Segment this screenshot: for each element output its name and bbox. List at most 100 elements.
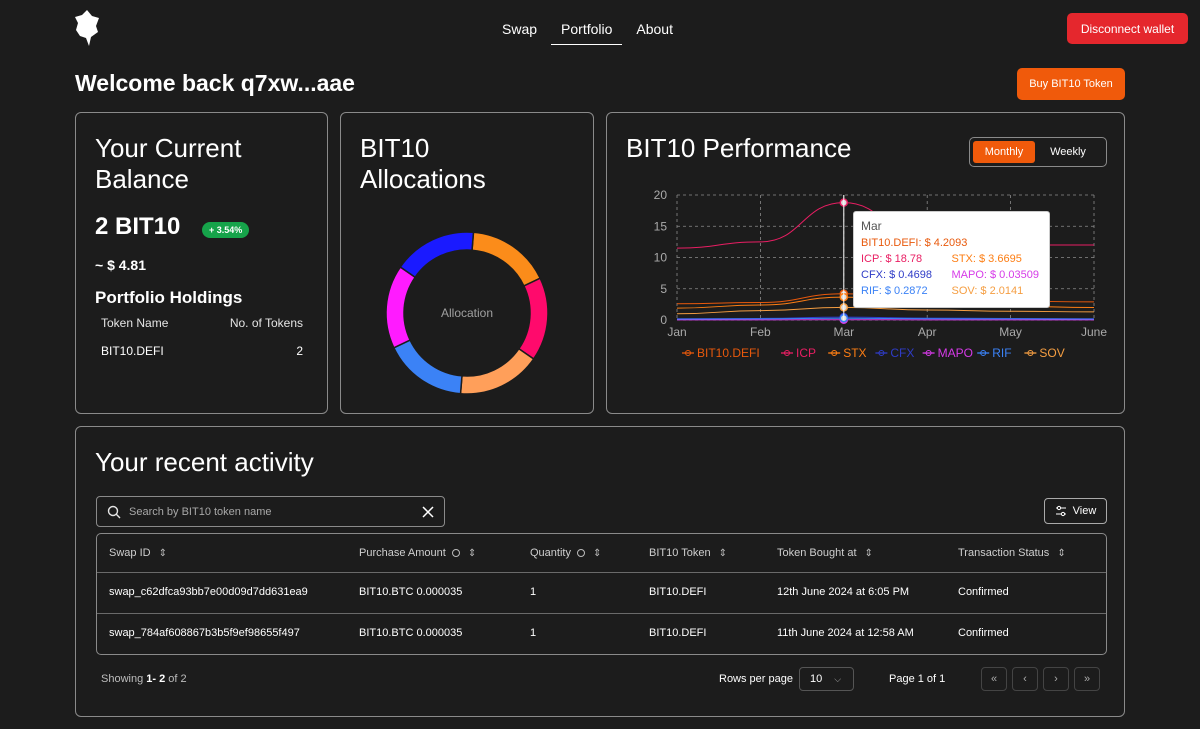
activity-card: Your recent activity View Swap ID⇕ Purch… — [75, 426, 1125, 717]
double-chevron-right-icon: » — [1083, 673, 1091, 685]
cell-bit10-token: BIT10.DEFI — [649, 627, 707, 639]
first-page-button[interactable]: « — [981, 667, 1007, 691]
y-tick-label: 15 — [654, 219, 668, 233]
table-row[interactable]: swap_784af608867b3b5f9ef98655f497 BIT10.… — [97, 613, 1106, 653]
chart-tooltip: Mar BIT10.DEFI: $ 4.2093 ICP: $ 18.78 STX:… — [853, 211, 1050, 308]
toggle-monthly[interactable]: Monthly — [973, 141, 1035, 163]
legend-item[interactable]: RIF — [977, 346, 1012, 360]
tooltip-value: MAPO: $ 0.03509 — [951, 269, 1039, 281]
y-tick-label: 0 — [660, 313, 667, 327]
x-tick-label: Jan — [667, 325, 686, 339]
donut-segment[interactable] — [517, 277, 549, 361]
series-line[interactable] — [676, 317, 1095, 320]
series-line[interactable] — [676, 306, 1095, 315]
cell-quantity: 1 — [530, 627, 537, 639]
donut-segment[interactable] — [385, 265, 417, 349]
legend-item[interactable]: BIT10.DEFI — [682, 346, 760, 360]
col-purchase-amount[interactable]: Purchase Amount ⇕ — [359, 547, 477, 559]
cell-status: Confirmed — [958, 627, 1009, 639]
cell-quantity: 1 — [530, 586, 537, 598]
search-input[interactable] — [129, 505, 422, 518]
sort-icon: ⇕ — [592, 547, 602, 559]
legend-item[interactable]: CFX — [875, 346, 914, 360]
col-token-bought-at[interactable]: Token Bought at ⇕ — [777, 547, 873, 559]
balance-title: Your Current Balance — [95, 133, 242, 194]
nav-swap[interactable]: Swap — [502, 21, 538, 37]
bit10-logo-icon[interactable] — [74, 10, 100, 46]
tooltip-row: CFX: $ 0.4698 MAPO: $ 0.03509 — [861, 267, 1042, 283]
rows-per-page-label: Rows per page — [719, 673, 793, 685]
change-badge: + 3.54% — [202, 222, 250, 238]
sliders-icon — [1055, 505, 1066, 517]
cell-status: Confirmed — [958, 586, 1009, 598]
sort-icon: ⇕ — [1057, 547, 1066, 559]
rows-per-page-select[interactable]: 10 ⌵ — [799, 667, 854, 691]
search-box — [96, 496, 445, 527]
col-transaction-status[interactable]: Transaction Status ⇕ — [958, 547, 1066, 559]
table-row[interactable]: swap_c62dfca93bb7e00d09d7dd631ea9 BIT10.… — [97, 572, 1106, 612]
info-icon — [576, 549, 585, 557]
tooltip-title: Mar — [861, 219, 882, 233]
last-page-button[interactable]: » — [1074, 667, 1100, 691]
holdings-col-token: Token Name — [101, 316, 169, 330]
sort-icon: ⇕ — [864, 547, 873, 559]
buy-bit10-button[interactable]: Buy BIT10 Token — [1017, 68, 1125, 100]
col-swap-id[interactable]: Swap ID ⇕ — [109, 547, 167, 559]
col-bit10-token[interactable]: BIT10 Token ⇕ — [649, 547, 727, 559]
allocations-card: BIT10 Allocations Allocation — [340, 112, 594, 414]
disconnect-wallet-button[interactable]: Disconnect wallet — [1067, 13, 1188, 44]
clear-icon[interactable] — [422, 505, 434, 518]
donut-segment[interactable] — [459, 347, 535, 395]
nav-about[interactable]: About — [636, 21, 673, 37]
cell-swap-id: swap_784af608867b3b5f9ef98655f497 — [109, 627, 300, 639]
view-label: View — [1072, 505, 1097, 517]
activity-table: Swap ID ⇕ Purchase Amount ⇕ Quantity ⇕ BIT1… — [96, 533, 1107, 655]
double-chevron-left-icon: « — [990, 673, 998, 685]
legend-item[interactable]: MAPO — [922, 346, 973, 360]
cell-bought-at: 11th June 2024 at 12:58 AM — [777, 627, 914, 639]
holdings-row-count: 2 — [296, 344, 303, 358]
cell-bit10-token: BIT10.DEFI — [649, 586, 707, 598]
x-tick-label: Apr — [918, 325, 937, 339]
svg-text:RIF: RIF — [992, 346, 1011, 360]
allocations-title: BIT10 Allocations — [360, 133, 486, 194]
x-tick-label: Feb — [750, 325, 771, 339]
tooltip-value: CFX: $ 0.4698 — [861, 269, 932, 281]
nav-portfolio[interactable]: Portfolio — [551, 14, 623, 45]
sort-icon: ⇕ — [158, 547, 167, 559]
tooltip-value: RIF: $ 0.2872 — [861, 285, 928, 297]
prev-page-button[interactable]: ‹ — [1012, 667, 1038, 691]
donut-segment[interactable] — [471, 231, 542, 287]
svg-text:SOV: SOV — [1039, 346, 1064, 360]
col-quantity[interactable]: Quantity ⇕ — [530, 547, 602, 559]
svg-text:MAPO: MAPO — [938, 346, 973, 360]
next-page-button[interactable]: › — [1043, 667, 1069, 691]
search-icon — [107, 505, 121, 518]
view-options-button[interactable]: View — [1044, 498, 1107, 524]
balance-card: Your Current Balance 2 BIT10 + 3.54% ~ $… — [75, 112, 328, 414]
legend-item[interactable]: STX — [828, 346, 867, 360]
tooltip-value: BIT10.DEFI: $ 4.2093 — [861, 237, 968, 249]
chevron-down-icon: ⌵ — [834, 673, 842, 684]
cell-swap-id: swap_c62dfca93bb7e00d09d7dd631ea9 — [109, 586, 308, 598]
info-icon — [451, 549, 460, 557]
donut-segment[interactable] — [399, 231, 475, 279]
legend-item[interactable]: SOV — [1024, 346, 1065, 360]
holdings-row-token: BIT10.DEFI — [101, 344, 164, 358]
donut-segment[interactable] — [392, 339, 463, 395]
cell-purchase-amount: BIT10.BTC 0.000035 — [359, 627, 463, 639]
toggle-weekly[interactable]: Weekly — [1050, 146, 1086, 158]
performance-card: BIT10 Performance Monthly Weekly 0 5 10 15 2… — [606, 112, 1125, 414]
chevron-left-icon: ‹ — [1023, 673, 1027, 685]
allocation-donut-chart[interactable]: Allocation — [374, 220, 560, 406]
balance-amount: 2 BIT10 — [95, 213, 181, 240]
legend-item[interactable]: ICP — [781, 346, 816, 360]
tooltip-row: ICP: $ 18.78 STX: $ 3.6695 — [861, 251, 1042, 267]
sort-icon: ⇕ — [467, 547, 477, 559]
performance-title: BIT10 Performance — [626, 133, 852, 163]
y-tick-label: 10 — [654, 251, 668, 265]
donut-center-label: Allocation — [441, 306, 493, 320]
main-nav: Swap Portfolio About — [490, 14, 685, 45]
svg-text:CFX: CFX — [890, 346, 914, 360]
tooltip-value: ICP: $ 18.78 — [861, 253, 923, 265]
